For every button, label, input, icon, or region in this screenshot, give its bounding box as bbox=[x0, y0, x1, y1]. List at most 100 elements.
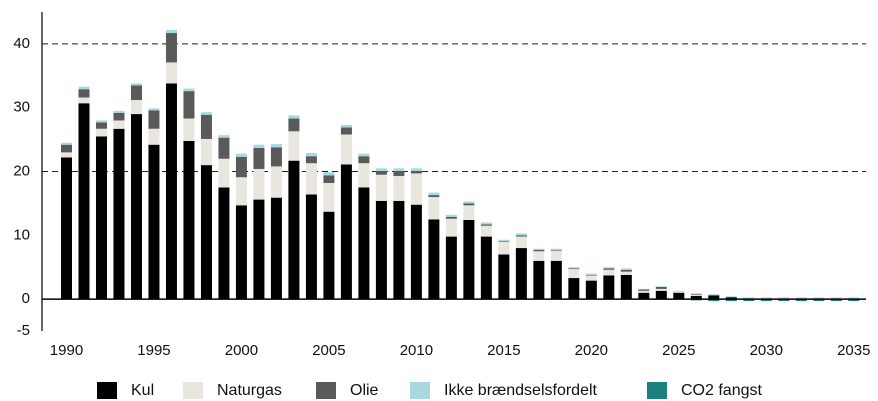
bar-segment bbox=[813, 299, 825, 302]
bar-segment bbox=[515, 235, 527, 237]
bar-segment bbox=[690, 294, 702, 296]
bar-segment bbox=[253, 144, 265, 148]
bar-segment bbox=[620, 269, 632, 272]
bar-segment bbox=[445, 216, 457, 219]
bar-segment bbox=[708, 295, 720, 300]
bar-segment bbox=[60, 142, 72, 145]
bar-segment bbox=[673, 292, 685, 300]
bar-segment bbox=[428, 219, 440, 300]
bar-segment bbox=[603, 268, 615, 270]
legend-swatch bbox=[647, 382, 667, 399]
bar-segment bbox=[270, 166, 282, 198]
bar-segment bbox=[78, 86, 90, 90]
bar-segment bbox=[585, 275, 597, 281]
bar-segment bbox=[655, 286, 667, 289]
bar-segment bbox=[323, 172, 335, 176]
bar-segment bbox=[428, 197, 440, 220]
bar-segment bbox=[95, 122, 107, 129]
bar-segment bbox=[375, 200, 387, 300]
bar-segment bbox=[375, 168, 387, 171]
bar-segment bbox=[463, 201, 475, 204]
bar-segment bbox=[795, 299, 807, 302]
bar-segment bbox=[638, 289, 650, 291]
bar-segment bbox=[690, 293, 702, 295]
bar-segment bbox=[620, 268, 632, 270]
bar-segment bbox=[480, 225, 492, 237]
legend-label: Ikke brændselsfordelt bbox=[444, 382, 598, 399]
bar-segment bbox=[323, 175, 335, 183]
bar-segment bbox=[288, 131, 300, 161]
bar-segment bbox=[533, 248, 545, 250]
bar-segment bbox=[568, 278, 580, 300]
bar-segment bbox=[445, 214, 457, 217]
legend-label: CO2 fangst bbox=[681, 382, 762, 399]
bar-segment bbox=[148, 108, 160, 111]
bar-segment bbox=[183, 118, 195, 141]
bar-segment bbox=[200, 114, 212, 139]
bar-segment bbox=[358, 156, 370, 164]
bar-segment bbox=[410, 170, 422, 174]
bar-segment bbox=[778, 297, 790, 298]
bar-segment bbox=[130, 83, 142, 86]
bar-segment bbox=[795, 297, 807, 299]
bar-segment bbox=[795, 297, 807, 298]
bar-segment bbox=[568, 268, 580, 270]
bar-segment bbox=[323, 211, 335, 300]
bar-segment bbox=[655, 288, 667, 291]
bar-segment bbox=[78, 97, 90, 104]
bar-segment bbox=[95, 136, 107, 300]
bar-segment bbox=[60, 144, 72, 153]
x-tick-label: 1995 bbox=[137, 342, 170, 359]
bar-segment bbox=[813, 297, 825, 299]
bar-segment bbox=[305, 163, 317, 195]
bar-segment bbox=[235, 153, 247, 157]
bar-segment bbox=[95, 128, 107, 137]
bar-segment bbox=[760, 297, 772, 299]
x-tick-label: 2020 bbox=[575, 342, 608, 359]
bar-segment bbox=[638, 288, 650, 290]
bar-segment bbox=[743, 299, 755, 302]
bar-segment bbox=[165, 33, 177, 63]
bar-segment bbox=[323, 182, 335, 212]
bar-segment bbox=[445, 236, 457, 300]
bar-segment bbox=[410, 173, 422, 205]
bar-segment bbox=[410, 168, 422, 171]
bar-segment bbox=[375, 170, 387, 175]
bar-segment bbox=[393, 170, 405, 176]
legend-label: Olie bbox=[350, 382, 379, 399]
bar-segment bbox=[148, 110, 160, 129]
bar-segment bbox=[358, 187, 370, 300]
bar-segment bbox=[218, 137, 230, 159]
bar-segment bbox=[673, 290, 685, 292]
bar-segment bbox=[725, 299, 737, 302]
legend-label: Kul bbox=[131, 382, 154, 399]
bar-segment bbox=[498, 241, 510, 255]
bar-segment bbox=[813, 297, 825, 298]
bar-segment bbox=[848, 297, 860, 299]
bar-segment bbox=[533, 251, 545, 261]
bar-segment bbox=[288, 160, 300, 300]
bar-segment bbox=[165, 62, 177, 84]
bar-segment bbox=[515, 236, 527, 249]
y-tick-label: 0 bbox=[22, 290, 30, 307]
x-tick-label: 2010 bbox=[400, 342, 433, 359]
bar-segment bbox=[305, 152, 317, 157]
bar-segment bbox=[165, 29, 177, 34]
bar-segment bbox=[708, 293, 720, 295]
x-tick-label: 1990 bbox=[50, 342, 83, 359]
bar-segment bbox=[725, 297, 737, 300]
bar-segment bbox=[183, 91, 195, 119]
bar-segment bbox=[585, 273, 597, 275]
bar-segment bbox=[550, 250, 562, 261]
y-tick-label: 10 bbox=[13, 226, 30, 243]
bar-segment bbox=[270, 144, 282, 148]
bar-segment bbox=[253, 199, 265, 300]
bar-segment bbox=[585, 274, 597, 276]
bar-segment bbox=[165, 83, 177, 300]
bar-segment bbox=[725, 295, 737, 297]
legend-swatch bbox=[183, 382, 203, 399]
bar-segment bbox=[550, 248, 562, 250]
x-tick-label: 2015 bbox=[487, 342, 520, 359]
bar-segment bbox=[95, 120, 107, 123]
bar-segment bbox=[515, 248, 527, 300]
